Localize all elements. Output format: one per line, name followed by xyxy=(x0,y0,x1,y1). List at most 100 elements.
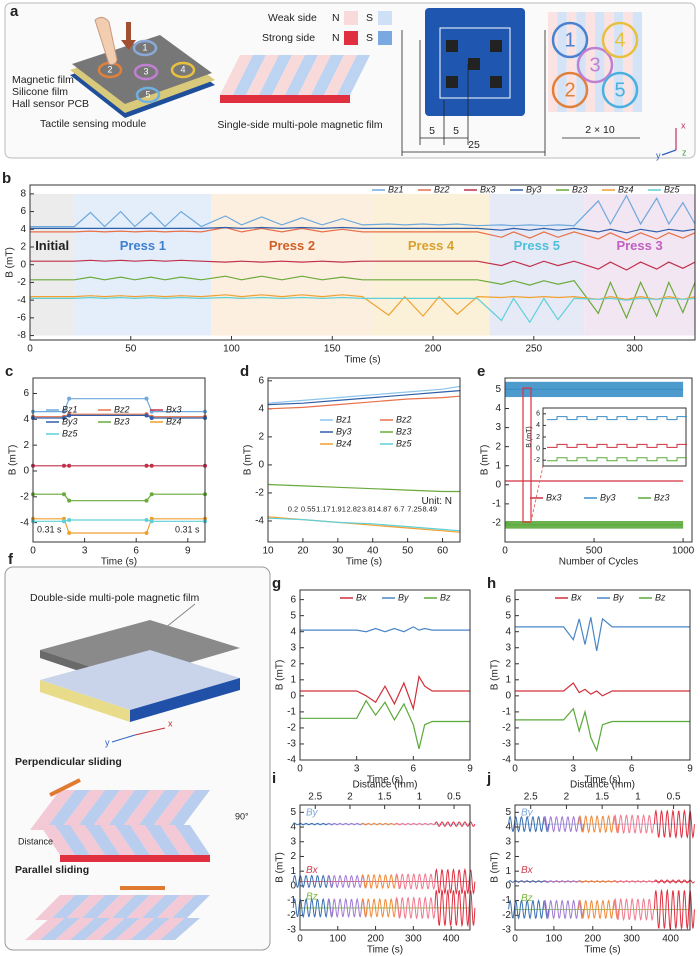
striped-film xyxy=(220,55,370,103)
x-tick-label: 400 xyxy=(443,934,460,945)
stripe xyxy=(55,825,90,855)
dimension: 25 xyxy=(468,139,480,151)
legend-label: Bz1 xyxy=(336,414,352,424)
marker xyxy=(149,463,154,468)
stripe xyxy=(115,825,150,855)
series-line xyxy=(30,259,696,271)
y-tick-label: 5 xyxy=(505,807,511,818)
y-tick-label: 2 xyxy=(505,851,511,862)
stripe xyxy=(115,918,155,940)
pad-ring xyxy=(551,71,589,109)
legend-label: Bz4 xyxy=(166,416,182,426)
y-tick-label: -2 xyxy=(502,910,511,921)
force-label: 2.82 xyxy=(346,505,361,514)
panel-letter: f xyxy=(8,551,14,568)
burst xyxy=(653,808,695,840)
film-photo: 1 234 5 xyxy=(548,12,642,112)
series-line xyxy=(300,626,470,633)
inset-tick-label: -2 xyxy=(534,457,540,464)
panel-letter: c xyxy=(5,363,13,380)
series-line xyxy=(515,682,690,697)
x-tick-label: 30 xyxy=(332,546,344,557)
y-tick-label: 6 xyxy=(23,388,29,399)
x2-tick-label: 1.5 xyxy=(595,792,609,803)
label: 90° xyxy=(235,811,249,821)
x-tick-label: 300 xyxy=(405,934,422,945)
x-tick-label: 6 xyxy=(133,546,139,557)
y-axis-label: B (mT) xyxy=(490,660,501,691)
burst xyxy=(360,897,402,919)
annotation: 0.31 s xyxy=(37,524,62,534)
series-line xyxy=(30,275,696,320)
chip xyxy=(468,58,480,70)
pad-label: 2 xyxy=(564,79,575,101)
caption: Single-side multi-pole magnetic film xyxy=(217,119,382,131)
perp-films xyxy=(30,778,210,862)
y-tick-label: 0 xyxy=(20,259,26,270)
chart-j: j 0 100 200 300 400 -3 -2 -1 0 1 2 3 4 5 2.5 2 1.5 1 0.5 Dis… xyxy=(486,770,695,956)
axis-arrow xyxy=(134,727,166,736)
legend-label: By xyxy=(613,592,624,602)
film-edge xyxy=(60,855,210,862)
y-tick-label: 0 xyxy=(290,881,296,892)
pad-label: 4 xyxy=(614,29,625,51)
x-axis-label: Time (s) xyxy=(584,945,620,956)
panel-letter: b xyxy=(2,170,11,187)
y-tick-label: -3 xyxy=(502,925,511,936)
stripe xyxy=(90,790,135,830)
panel-f: f Double-side multi-pole magnetic film x… xyxy=(4,551,271,951)
x-tick-label: 0 xyxy=(27,344,33,355)
series-label: By xyxy=(521,808,534,819)
legend-label: Strong side xyxy=(262,32,315,44)
stripe xyxy=(40,918,80,940)
legend-label: Weak side xyxy=(268,12,317,24)
pad-label: 5 xyxy=(145,89,150,99)
chart-h: h 0 3 6 9 -4 -3 -2 -1 0 1 2 3 4 5 6 Time (s) B (mT) Bx By Bz xyxy=(487,575,693,786)
legend-label: Bx3 xyxy=(546,492,562,502)
region-label: Press 4 xyxy=(408,238,455,253)
y-tick-label: -3 xyxy=(287,739,296,750)
y-tick-label: -1 xyxy=(502,707,511,718)
y-axis-label: B (mT) xyxy=(275,660,286,691)
region xyxy=(74,193,212,336)
y-tick-label: -8 xyxy=(17,330,26,341)
series-line xyxy=(33,414,205,419)
y-tick-label: 0 xyxy=(495,479,501,490)
pcb-outline xyxy=(439,27,511,99)
x-tick-label: 3 xyxy=(571,764,577,775)
x-tick-label: 9 xyxy=(185,546,191,557)
stripe xyxy=(105,790,150,830)
legend-label: Bz1 xyxy=(62,404,78,414)
y-tick-label: 4 xyxy=(495,403,501,414)
stripe xyxy=(120,790,165,830)
stripe xyxy=(130,825,165,855)
pad xyxy=(132,39,158,57)
stripe xyxy=(632,12,642,112)
legend-label: Bz4 xyxy=(336,438,352,448)
stripe xyxy=(80,895,120,920)
axis-label: x xyxy=(681,120,686,130)
panel-letter: g xyxy=(272,575,281,592)
parallel-films xyxy=(25,886,210,940)
marker xyxy=(144,396,149,401)
burst xyxy=(394,872,436,891)
chip xyxy=(490,40,502,52)
burst xyxy=(578,880,619,883)
stripe xyxy=(170,895,210,920)
pad-label: 1 xyxy=(564,29,575,51)
stripe xyxy=(95,895,135,920)
force-label: 0.55 xyxy=(301,505,316,514)
force-label: 1.91 xyxy=(331,505,346,514)
pad xyxy=(133,63,159,81)
y-tick-label: 0 xyxy=(505,881,511,892)
chart-d: d 10 20 30 40 50 60 -4 -2 0 2 4 6 Time (s) B (mT) Bz1 Bz… xyxy=(240,363,461,568)
annotation: 0.31 s xyxy=(175,524,200,534)
region xyxy=(584,193,695,336)
stripe xyxy=(548,12,558,112)
stripe xyxy=(85,918,125,940)
y-tick-label: -2 xyxy=(287,910,296,921)
y-tick-label: -2 xyxy=(255,488,264,499)
stripe xyxy=(40,825,75,855)
marker xyxy=(67,530,72,535)
stripe xyxy=(70,918,110,940)
